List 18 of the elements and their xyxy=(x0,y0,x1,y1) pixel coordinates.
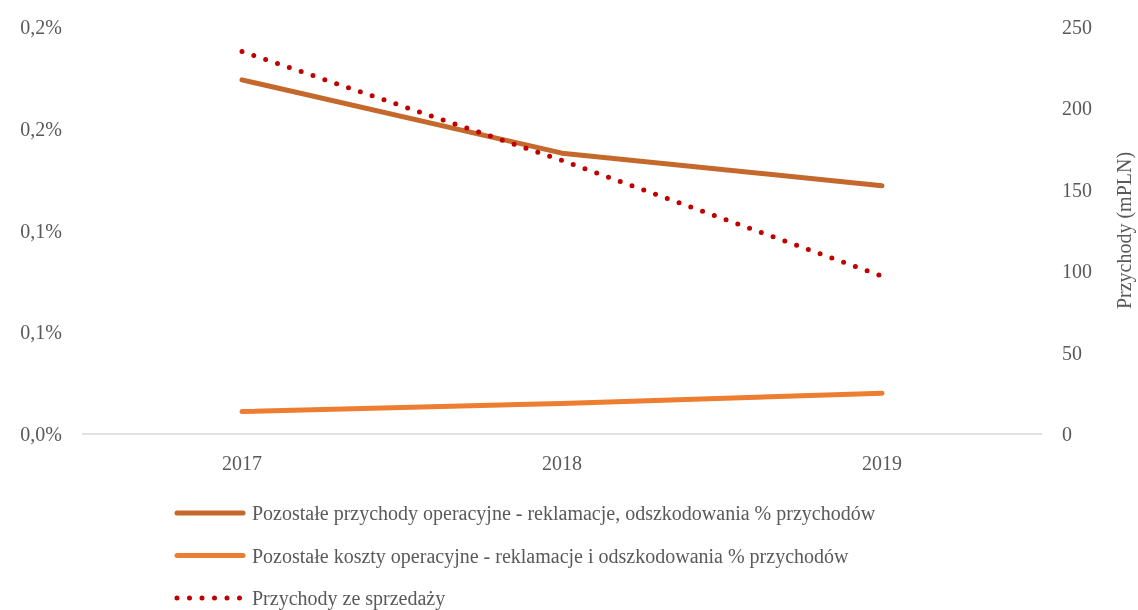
y-tick-label: 0,0% xyxy=(20,423,62,445)
y2-tick-label: 200 xyxy=(1062,97,1092,120)
y2-tick-label: 100 xyxy=(1062,260,1092,283)
y2-tick-label: 150 xyxy=(1062,178,1092,201)
x-tick-label: 2018 xyxy=(542,452,582,474)
y-tick-label: 0,1% xyxy=(20,219,62,242)
y-tick-label: 0,2% xyxy=(20,117,62,140)
y2-tick-label: 50 xyxy=(1062,341,1082,364)
y2-axis-title: Przychody (mPLN) xyxy=(1113,151,1136,310)
x-tick-label: 2017 xyxy=(222,452,262,474)
y-tick-label: 0,1% xyxy=(20,321,62,344)
x-tick-label: 2019 xyxy=(862,452,902,474)
y2-tick-label: 0 xyxy=(1062,423,1072,445)
y2-tick-label: 250 xyxy=(1062,16,1092,38)
legend-label: Pozostałe przychody operacyjne - reklamacje, odszkodowania % przychodów xyxy=(252,502,876,525)
legend-label: Pozostałe koszty operacyjne - reklamacje i odszkodowania % przychodów xyxy=(252,544,850,568)
legend-label: Przychody ze sprzedaży xyxy=(252,587,446,610)
y-tick-label: 0,2% xyxy=(20,16,62,38)
